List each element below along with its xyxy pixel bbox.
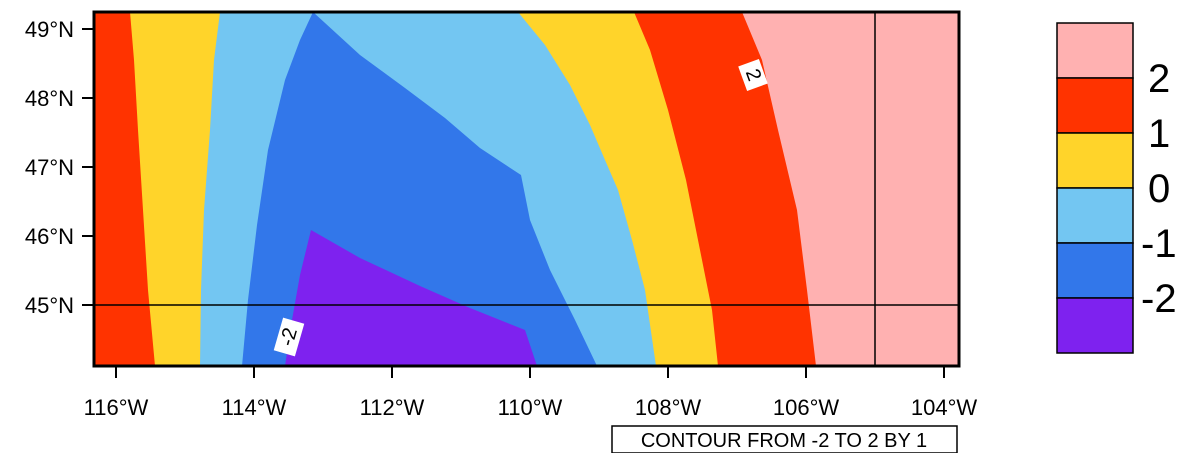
contour-label-neg2: -2 — [273, 317, 305, 357]
y-axis: 49°N 48°N 47°N 46°N 45°N — [25, 17, 94, 318]
x-axis: 116°W 114°W 112°W 110°W 108°W 106°W 104°… — [84, 366, 978, 420]
map-plot-area: 2 -2 — [94, 12, 959, 366]
band-purple — [285, 230, 537, 366]
legend-label: -1 — [1141, 222, 1177, 266]
color-legend: 2 1 0 -1 -2 — [1056, 22, 1177, 354]
x-tick-label: 114°W — [222, 395, 287, 420]
legend-swatch — [1056, 187, 1134, 244]
legend-label: 1 — [1148, 112, 1170, 156]
x-tick-label: 110°W — [498, 395, 563, 420]
x-tick-label: 116°W — [84, 395, 149, 420]
legend-label: 0 — [1148, 167, 1170, 211]
x-tick-label: 108°W — [635, 395, 702, 420]
legend-swatch — [1056, 132, 1134, 189]
legend-swatch — [1056, 22, 1134, 79]
legend-label: -2 — [1141, 277, 1177, 321]
contour-info-text: CONTOUR FROM -2 TO 2 BY 1 — [641, 430, 927, 452]
x-tick-label: 112°W — [360, 395, 425, 420]
y-tick-label: 48°N — [25, 86, 74, 111]
contour-label-2: 2 — [738, 59, 768, 91]
y-tick-label: 49°N — [25, 17, 74, 42]
legend-label: 2 — [1148, 57, 1170, 101]
y-tick-label: 46°N — [25, 224, 74, 249]
y-tick-label: 45°N — [25, 293, 74, 318]
plot-frame — [92, 10, 961, 368]
x-tick-label: 104°W — [911, 395, 978, 420]
legend-swatch — [1056, 77, 1134, 134]
svg-text:-2: -2 — [276, 325, 302, 348]
y-tick-label: 47°N — [25, 155, 74, 180]
legend-swatch — [1056, 297, 1134, 354]
x-tick-label: 106°W — [773, 395, 840, 420]
contour-info-box: CONTOUR FROM -2 TO 2 BY 1 — [611, 425, 958, 453]
legend-swatch — [1056, 242, 1134, 299]
